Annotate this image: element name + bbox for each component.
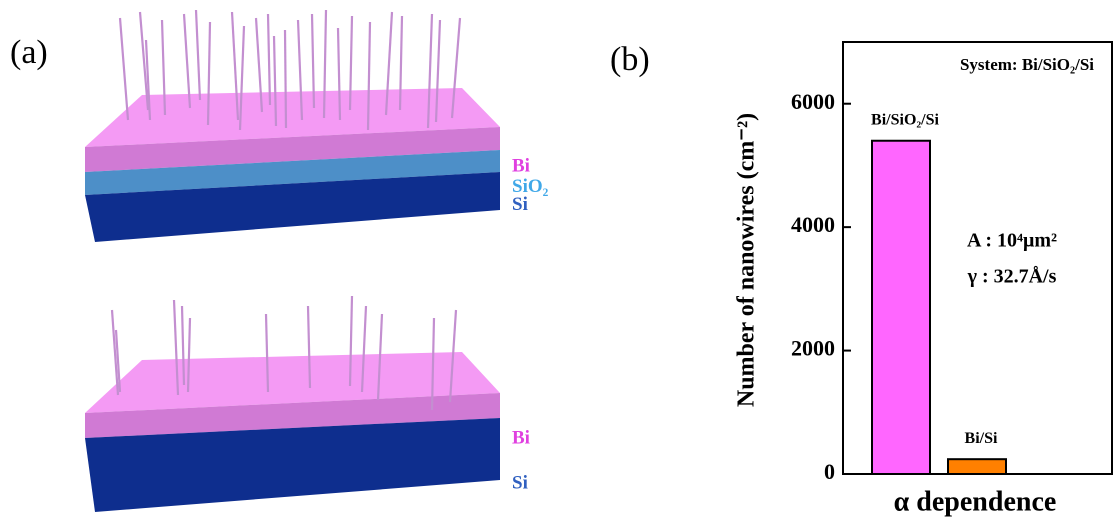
layer-label: Bi (512, 427, 530, 448)
nanowire (430, 317, 436, 411)
nanowire (306, 305, 312, 389)
bar-label: Bi/SiO₂/Si (871, 111, 939, 128)
nanowire (114, 329, 122, 393)
nanowire (384, 11, 394, 116)
nanowire (254, 17, 264, 113)
nanowire (238, 25, 246, 131)
annotation: A : 10⁴μm² (967, 230, 1057, 252)
nanowire (180, 305, 186, 386)
layer-label: SiO₂ (512, 176, 549, 197)
nanowire (398, 15, 404, 111)
nanowire (366, 21, 372, 131)
nanowire (376, 313, 384, 401)
si-layer (85, 172, 500, 242)
bi-layer (85, 127, 500, 172)
nanowire (110, 309, 120, 396)
nanowire (138, 11, 150, 111)
panel-b: (b) System: Bi/SiO₂/Si A : 10⁴μm² γ : 32… (610, 41, 1113, 517)
nanowire (206, 21, 212, 126)
nanowire (118, 17, 130, 121)
nanowire (283, 29, 288, 129)
panel-label: (a) (10, 34, 48, 71)
panel-label: (b) (610, 41, 650, 78)
nanowires (110, 295, 458, 411)
nanowire (336, 27, 342, 121)
nanowire (194, 9, 202, 101)
nanowire (182, 13, 192, 109)
bi-layer (85, 393, 500, 438)
nanowire (348, 15, 354, 111)
nanowire (266, 13, 272, 106)
si-layer (85, 418, 500, 512)
nanowire (144, 39, 152, 121)
y-tick-label: 0 (824, 459, 835, 484)
y-tick-label: 6000 (791, 89, 835, 114)
nanowire (172, 299, 180, 396)
nanowire (434, 19, 442, 123)
y-axis-label: Number of nanowires (cm⁻²) (734, 113, 760, 407)
nanowire (322, 9, 328, 119)
nanowire (450, 17, 462, 119)
panel-a: (a) Bi SiO₂ Si Bi Si (10, 9, 549, 512)
y-tick-label: 2000 (791, 336, 835, 361)
sio2-layer (85, 150, 500, 195)
nanowires (118, 9, 462, 131)
bar (947, 458, 1007, 475)
nanowire (296, 19, 304, 121)
nanowire (264, 313, 270, 393)
nanowire (310, 13, 316, 109)
nanowire (186, 317, 192, 393)
nanowire (348, 295, 354, 387)
nanowire (272, 35, 278, 127)
bar (871, 139, 931, 475)
layer-label: Bi (512, 155, 530, 176)
layer-label: Si (512, 472, 528, 493)
nanowire (448, 309, 458, 403)
nanowire (230, 11, 240, 121)
nanowire (426, 13, 434, 129)
nanowire (160, 19, 167, 116)
x-axis-label: α dependence (894, 486, 1057, 517)
bar-label: Bi/Si (965, 430, 998, 447)
layer-label: Si (512, 194, 528, 215)
y-tick-label: 4000 (791, 212, 835, 237)
nanowire (360, 305, 368, 393)
annotation: γ : 32.7Å/s (967, 265, 1057, 288)
annotation: System: Bi/SiO₂/Si (960, 55, 1094, 74)
